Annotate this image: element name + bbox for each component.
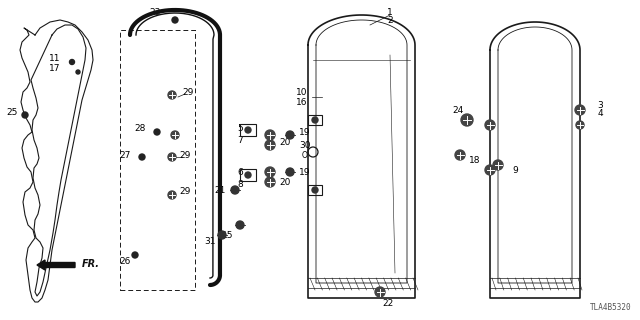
Circle shape (575, 105, 585, 115)
Text: 22: 22 (382, 299, 394, 308)
Circle shape (245, 172, 251, 178)
Circle shape (286, 131, 294, 139)
Circle shape (485, 120, 495, 130)
Text: 29: 29 (182, 87, 194, 97)
Bar (240, 169, 256, 181)
Text: 6: 6 (237, 167, 243, 177)
Circle shape (171, 131, 179, 139)
Text: 2: 2 (387, 15, 393, 25)
Circle shape (168, 91, 176, 99)
Bar (240, 124, 256, 136)
Text: 30: 30 (300, 140, 311, 149)
Text: 5: 5 (237, 124, 243, 132)
Circle shape (172, 17, 178, 23)
Text: 19: 19 (300, 167, 311, 177)
Circle shape (576, 121, 584, 129)
Text: 10: 10 (296, 87, 308, 97)
Text: 18: 18 (469, 156, 481, 164)
Circle shape (455, 150, 465, 160)
Text: 8: 8 (237, 180, 243, 188)
Text: 11: 11 (49, 53, 61, 62)
Text: 20: 20 (279, 178, 291, 187)
Text: 21: 21 (214, 186, 226, 195)
Text: 3: 3 (597, 100, 603, 109)
Circle shape (265, 130, 275, 140)
Text: 20: 20 (279, 138, 291, 147)
Text: 17: 17 (49, 63, 61, 73)
Circle shape (231, 186, 239, 194)
Circle shape (286, 168, 294, 176)
Text: 23: 23 (149, 7, 161, 17)
Circle shape (312, 117, 318, 123)
Bar (308, 185, 322, 195)
Circle shape (236, 221, 244, 229)
Text: O: O (302, 150, 308, 159)
Text: 15: 15 (222, 230, 234, 239)
Text: 29: 29 (179, 188, 191, 196)
Text: 25: 25 (6, 108, 18, 116)
Text: 31: 31 (204, 237, 216, 246)
Text: 24: 24 (452, 106, 463, 115)
Bar (308, 115, 322, 125)
Circle shape (168, 191, 176, 199)
FancyArrow shape (37, 260, 75, 270)
Text: 4: 4 (597, 108, 603, 117)
Text: 7: 7 (237, 135, 243, 145)
Text: 1: 1 (387, 7, 393, 17)
Circle shape (22, 112, 28, 118)
Circle shape (154, 129, 160, 135)
Text: FR.: FR. (82, 259, 100, 269)
Circle shape (70, 60, 74, 65)
Text: 29: 29 (179, 150, 191, 159)
Text: 19: 19 (300, 127, 311, 137)
Text: 9: 9 (512, 165, 518, 174)
Text: 26: 26 (119, 258, 131, 267)
Circle shape (312, 187, 318, 193)
Text: 27: 27 (119, 150, 131, 159)
Circle shape (493, 160, 503, 170)
Circle shape (375, 287, 385, 297)
Circle shape (265, 177, 275, 187)
Circle shape (245, 127, 251, 133)
Text: 16: 16 (296, 98, 308, 107)
Text: TLA4B5320: TLA4B5320 (590, 303, 632, 312)
Circle shape (265, 140, 275, 150)
Circle shape (485, 165, 495, 175)
Circle shape (265, 167, 275, 177)
Text: 28: 28 (134, 124, 146, 132)
Circle shape (76, 70, 80, 74)
Circle shape (139, 154, 145, 160)
Circle shape (218, 231, 226, 239)
Circle shape (461, 114, 473, 126)
Circle shape (168, 153, 176, 161)
Circle shape (132, 252, 138, 258)
